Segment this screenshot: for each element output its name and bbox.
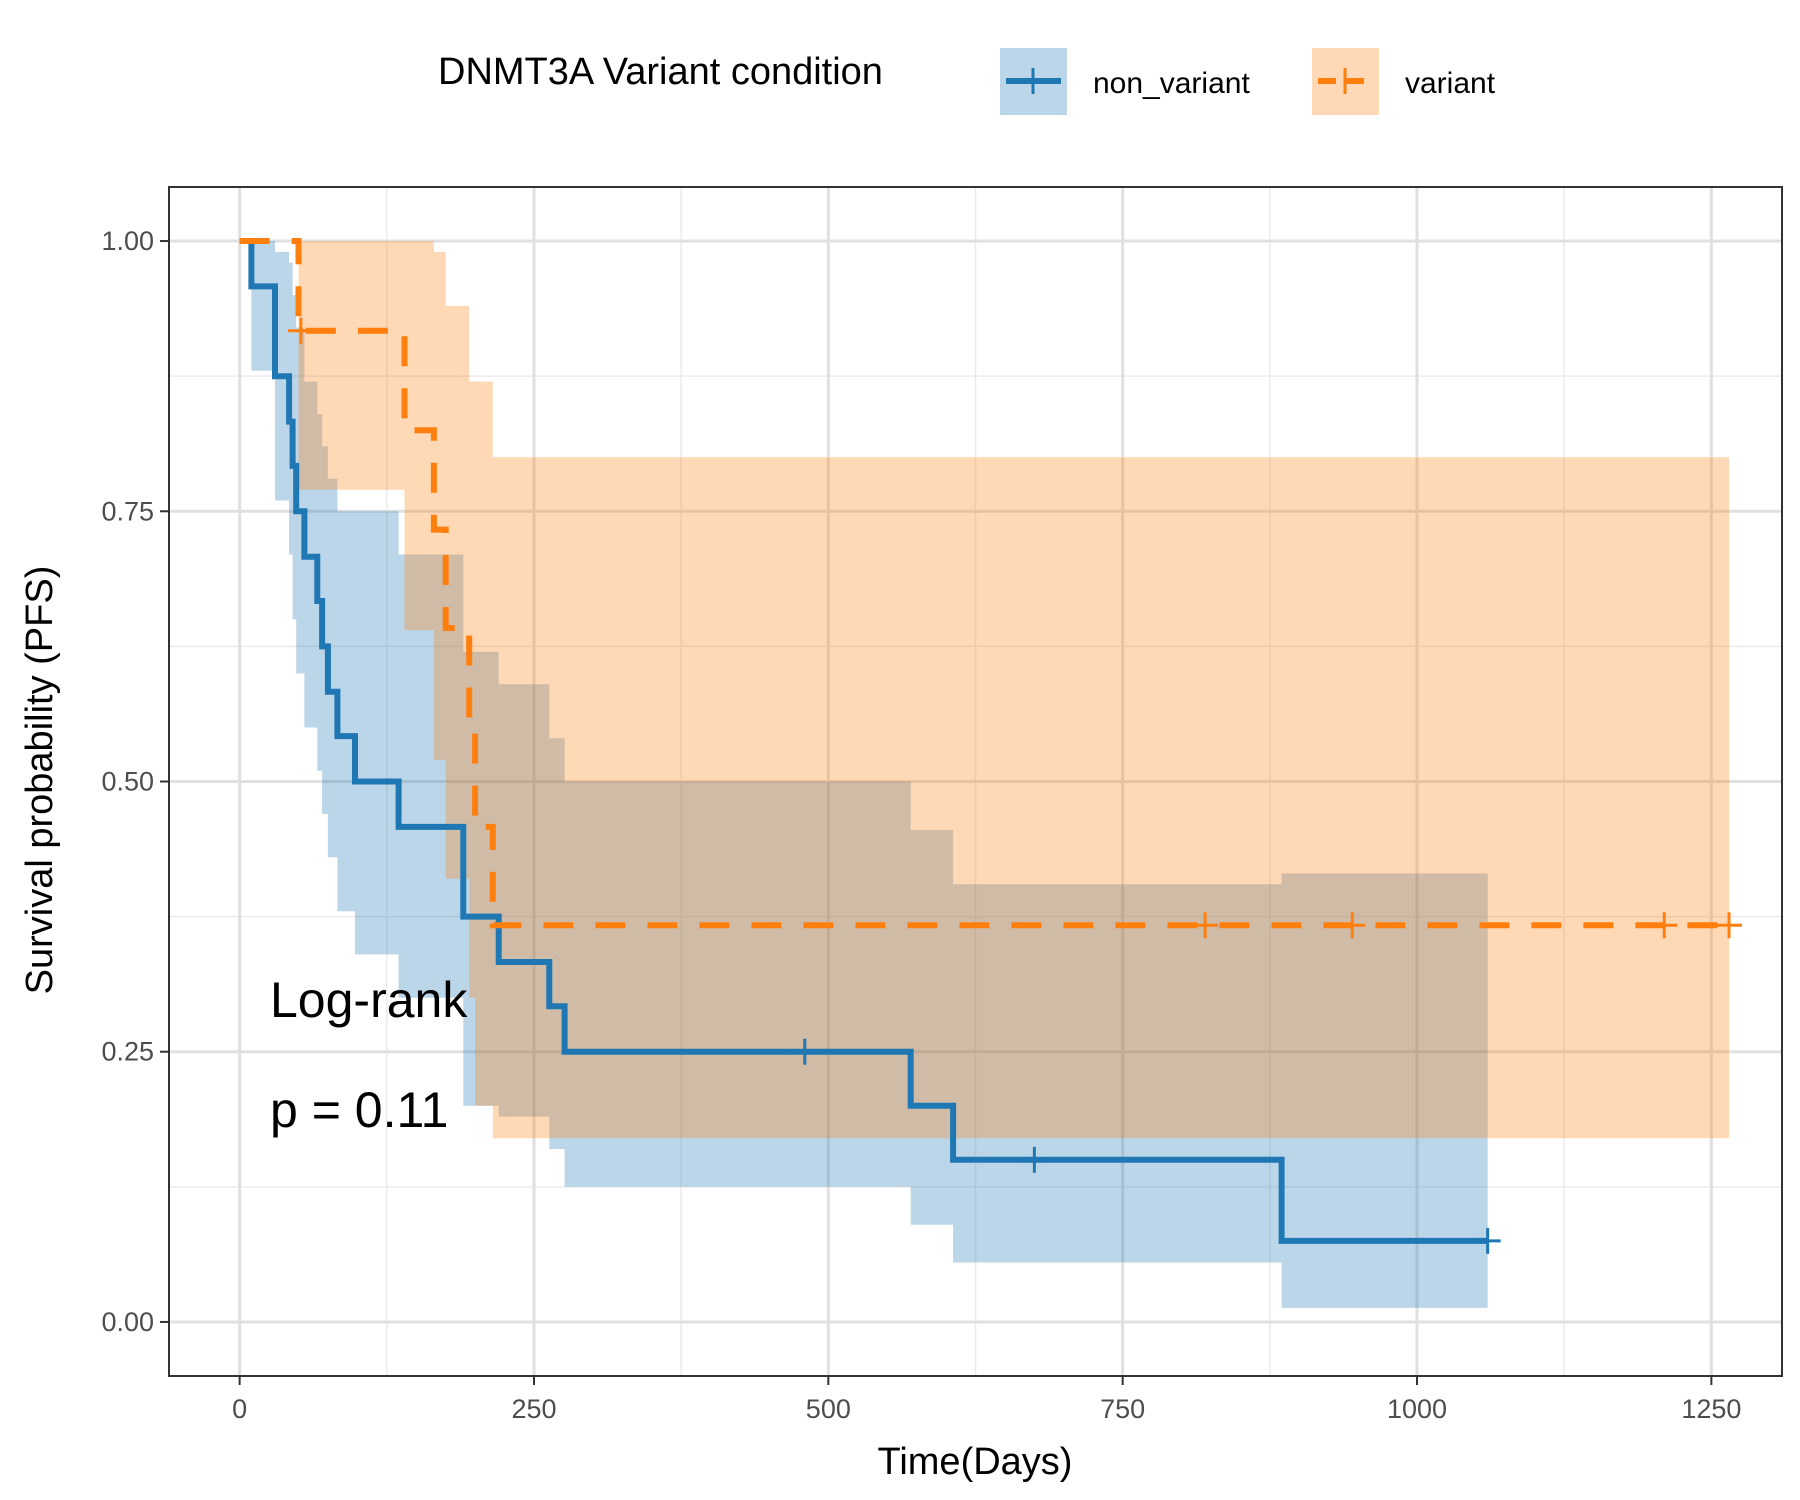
legend-title: DNMT3A Variant condition xyxy=(438,51,883,93)
censor-mark-non-variant xyxy=(1021,1146,1048,1173)
x-tick-label: 1250 xyxy=(1681,1394,1741,1424)
ci-ribbon-variant xyxy=(239,241,1730,1139)
survival-curve-non-variant xyxy=(239,238,1488,1244)
censor-mark-variant xyxy=(1192,912,1219,939)
censor-marks xyxy=(287,317,1743,1254)
censor-mark-variant xyxy=(287,317,314,344)
logrank-label: Log-rank xyxy=(270,972,468,1028)
censor-mark-variant xyxy=(1651,912,1678,939)
x-tick-label: 500 xyxy=(806,1394,851,1424)
legend-label-non-variant: non_variant xyxy=(1093,67,1250,100)
x-axis-title: Time(Days) xyxy=(878,1441,1073,1483)
axes: 0 250 500 750 1000 1250 0.00 0.25 0.50 0.75 1.00 xyxy=(101,226,1741,1424)
y-tick-label: 1.00 xyxy=(101,226,154,256)
y-tick-label: 0.25 xyxy=(101,1037,154,1067)
y-axis-title: Survival probability (PFS) xyxy=(19,566,61,995)
grid xyxy=(169,187,1782,1376)
y-tick-label: 0.50 xyxy=(101,767,154,797)
x-tick-label: 1000 xyxy=(1387,1394,1447,1424)
p-value-label: p = 0.11 xyxy=(270,1082,448,1138)
y-tick-label: 0.75 xyxy=(101,496,154,526)
y-tick-label: 0.00 xyxy=(101,1307,154,1337)
x-tick-label: 0 xyxy=(232,1394,247,1424)
survival-curve-variant xyxy=(239,238,1729,929)
legend: DNMT3A Variant condition non_variant var… xyxy=(438,48,1496,115)
legend-label-variant: variant xyxy=(1405,67,1496,100)
censor-mark-non-variant xyxy=(1474,1227,1501,1254)
ci-ribbon-non-variant xyxy=(239,241,1488,1308)
confidence-ribbons xyxy=(239,241,1730,1308)
survival-curves xyxy=(239,238,1729,1244)
censor-mark-non-variant xyxy=(791,1038,818,1065)
censor-mark-variant xyxy=(1339,912,1366,939)
censor-mark-variant xyxy=(1716,912,1743,939)
x-tick-label: 750 xyxy=(1100,1394,1145,1424)
x-tick-label: 250 xyxy=(511,1394,556,1424)
